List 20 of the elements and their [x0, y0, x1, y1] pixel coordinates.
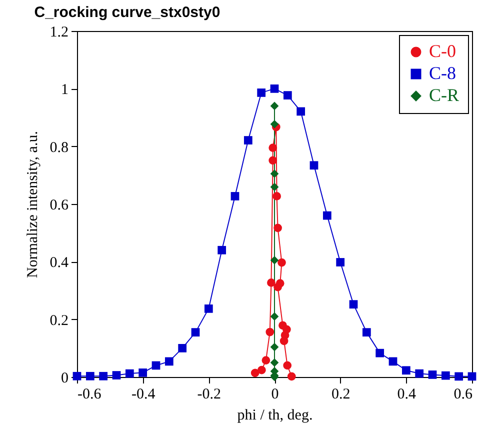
- chart-title: C_rocking curve_stx0sty0: [34, 4, 220, 21]
- y-tick-label: 0.6: [50, 198, 69, 214]
- x-tick-label: -0.6: [78, 386, 102, 402]
- y-tick-label: 0.4: [50, 255, 69, 272]
- y-tick-label: 0.2: [50, 312, 68, 329]
- y-tick-label: 1.2: [50, 24, 68, 40]
- y-axis-title: Normalize intensity, a.u.: [24, 131, 41, 278]
- x-tick-label: -0.2: [197, 386, 222, 402]
- x-tick-label: 0.4: [397, 386, 417, 402]
- x-tick-label: 0.6: [454, 386, 473, 402]
- x-tick-label: 0.2: [331, 386, 350, 402]
- y-tick-label: 1: [61, 82, 68, 98]
- x-axis-title: phi / th, deg.: [237, 408, 313, 424]
- legend-label: C-8: [429, 63, 456, 83]
- x-tick-label: 0: [271, 386, 279, 402]
- legend-label: C-R: [429, 85, 460, 105]
- x-tick-label: -0.4: [131, 386, 156, 402]
- legend-label: C-0: [429, 41, 456, 61]
- y-tick-label: 0.8: [50, 140, 68, 156]
- y-tick-label: 0: [61, 370, 68, 386]
